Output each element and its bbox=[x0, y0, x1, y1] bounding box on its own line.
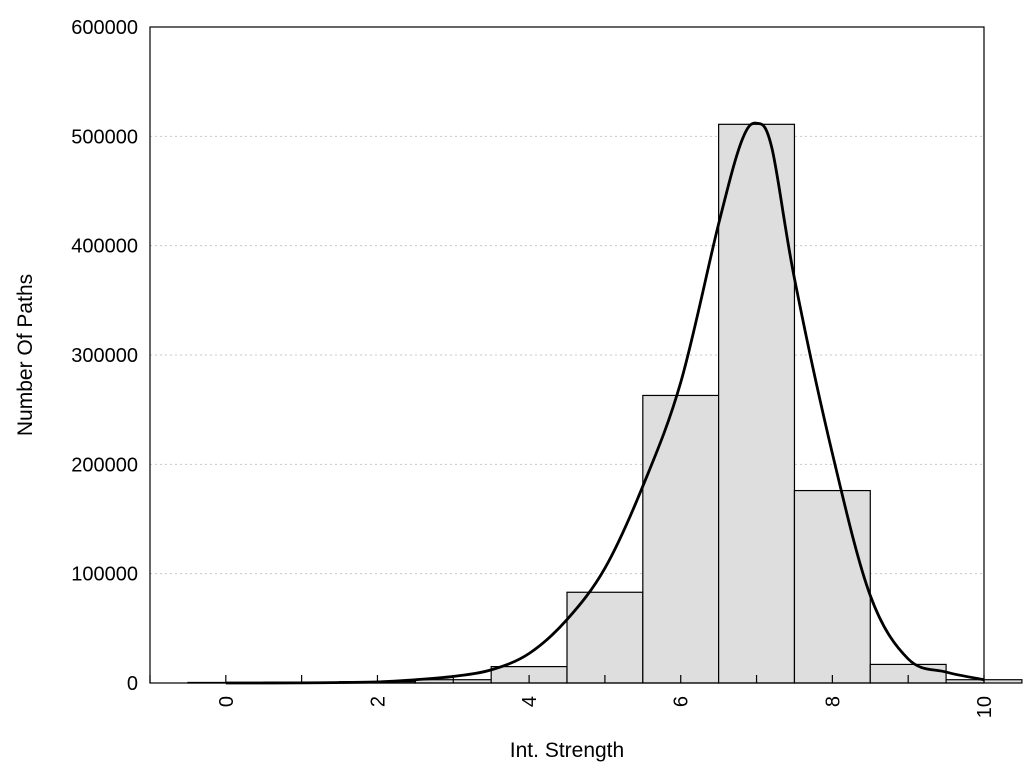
y-axis-label: Number Of Paths bbox=[14, 274, 37, 436]
x-tick-label: 10 bbox=[974, 696, 996, 718]
x-tick-label: 0 bbox=[216, 696, 238, 707]
y-tick-label: 400000 bbox=[71, 236, 138, 258]
histogram-bar bbox=[718, 123, 796, 684]
x-tick-label: 6 bbox=[671, 696, 693, 707]
y-tick-label: 200000 bbox=[71, 454, 138, 476]
x-tick-label: 4 bbox=[519, 696, 541, 707]
y-tick-label: 0 bbox=[127, 673, 138, 695]
plot-frame bbox=[149, 26, 985, 684]
y-tick-label: 300000 bbox=[71, 345, 138, 367]
y-tick-label: 600000 bbox=[71, 17, 138, 39]
histogram-bar bbox=[793, 489, 871, 684]
x-tick-label: 8 bbox=[822, 696, 844, 707]
histogram-bar bbox=[566, 591, 644, 684]
density-curve bbox=[225, 121, 985, 685]
x-tick-label: 2 bbox=[367, 696, 389, 707]
histogram-bars bbox=[187, 123, 1023, 684]
density-curve-line bbox=[225, 121, 985, 685]
axis-ticks: 0 100000 200000 300000 400000 500000 600000 0 2 4… bbox=[71, 17, 996, 718]
histogram-bar bbox=[642, 394, 720, 684]
x-axis-label: Int. Strength bbox=[510, 739, 624, 762]
y-tick-label: 100000 bbox=[71, 564, 138, 586]
y-tick-label: 500000 bbox=[71, 126, 138, 148]
